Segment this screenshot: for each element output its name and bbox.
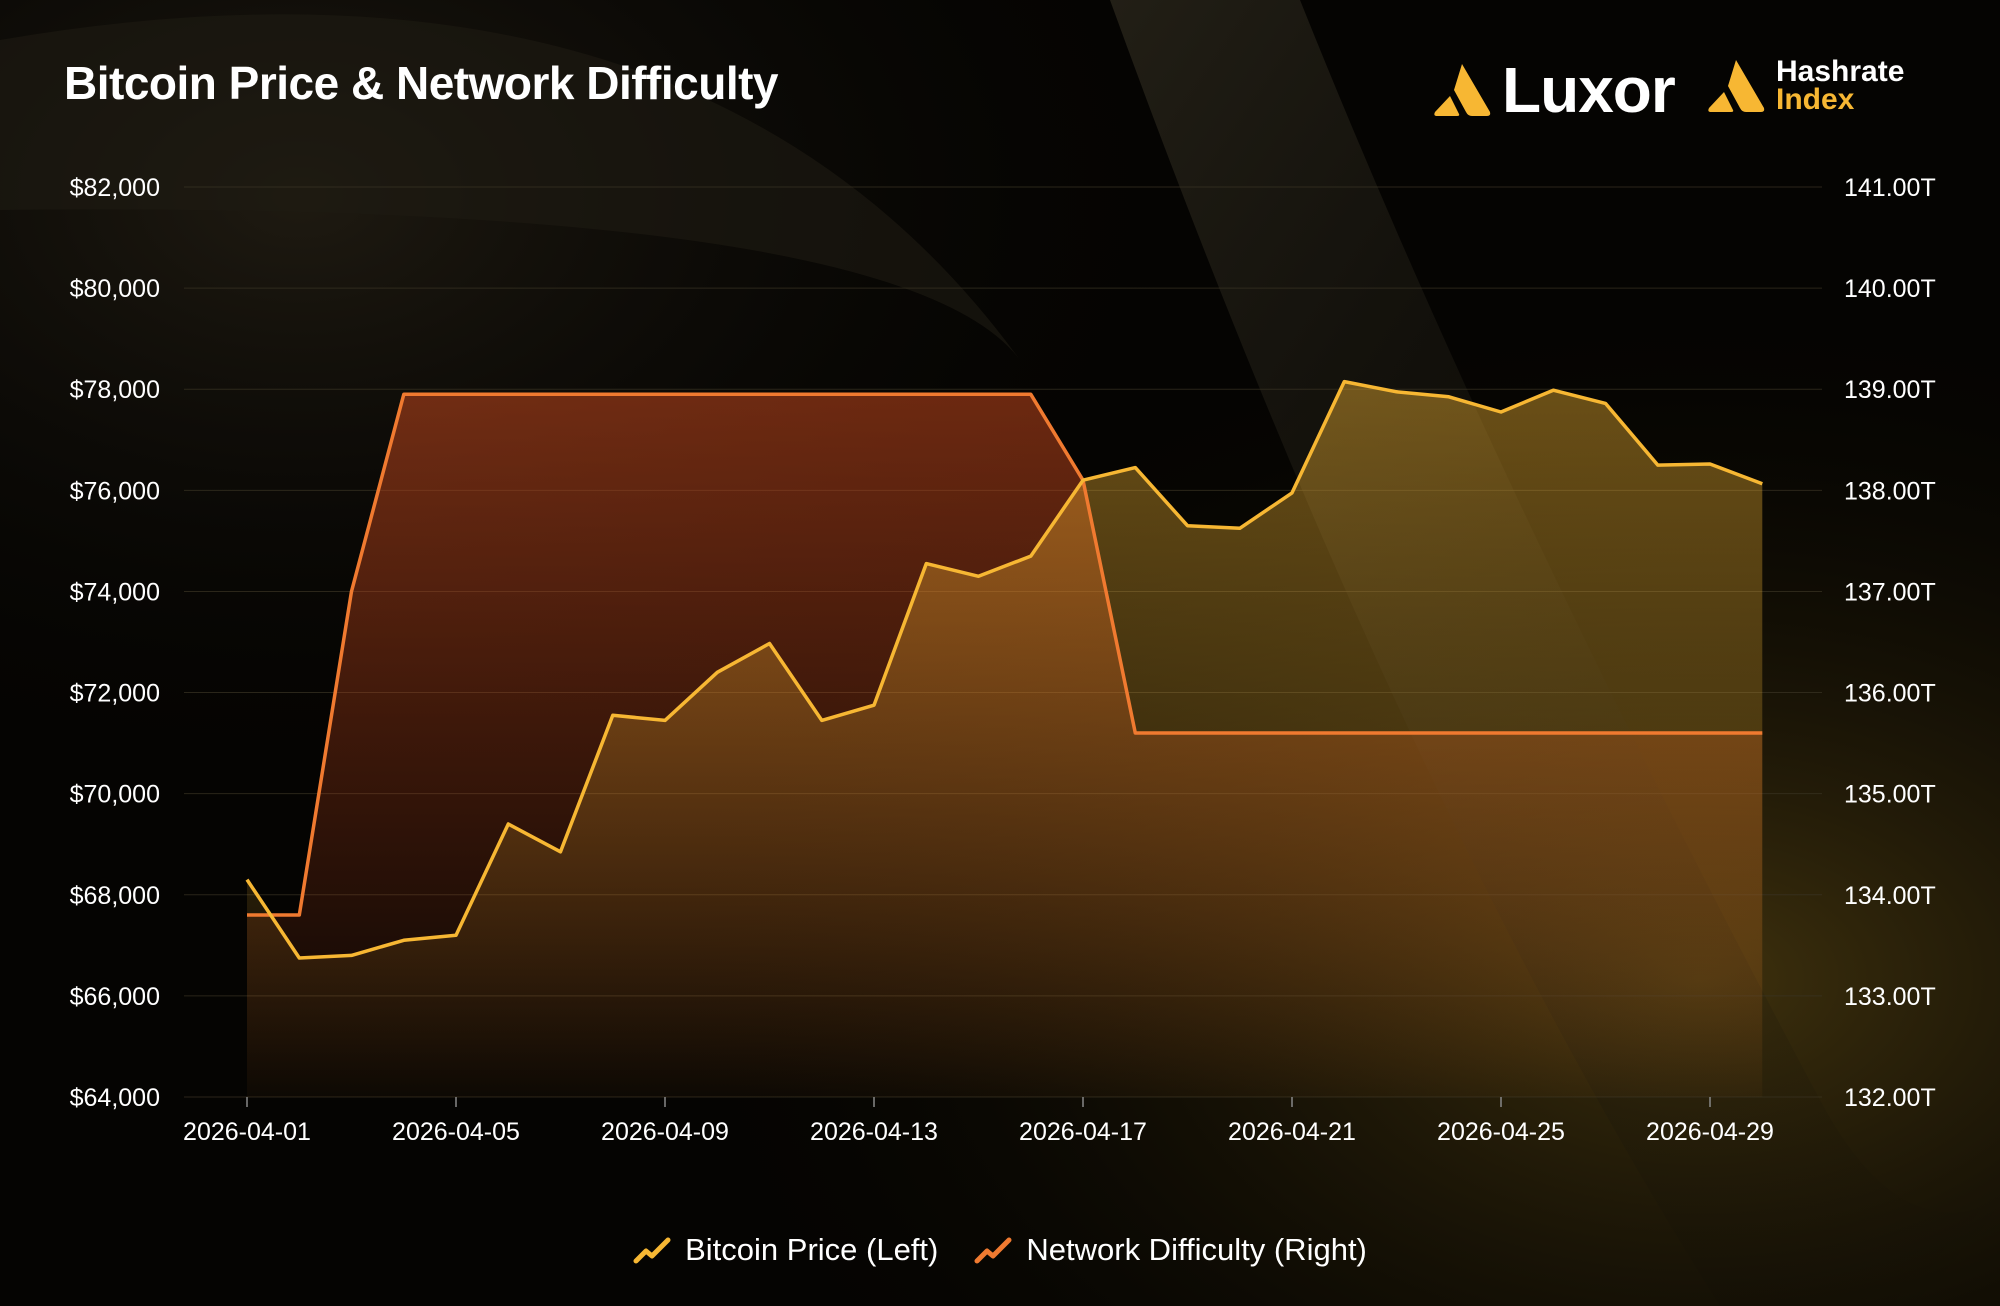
legend-label-price: Bitcoin Price (Left) [685,1232,939,1267]
y-left-tick-label: $82,000 [70,174,160,202]
y-left-tick-label: $78,000 [70,376,160,404]
y-left-tick-label: $66,000 [70,983,160,1011]
price-line [245,379,1763,960]
legend-item-difficulty[interactable]: Network Difficulty (Right) [974,1232,1367,1268]
x-tick-label: 2026-04-13 [810,1118,938,1146]
y-right-tick-label: 137.00T [1844,578,1936,606]
y-right-tick-label: 141.00T [1844,174,1936,202]
y-left-tick-label: $70,000 [70,781,160,809]
x-tick-label: 2026-04-17 [1019,1118,1147,1146]
line-chart-icon [633,1237,671,1264]
y-left-tick-label: $74,000 [70,578,160,606]
x-tick-label: 2026-04-01 [183,1118,311,1146]
y-right-tick-label: 139.00T [1844,376,1936,404]
hashrate-wordmark: Hashrate [1776,55,1905,88]
y-left-tick-label: $72,000 [70,680,160,708]
line-chart-icon [974,1237,1012,1264]
legend-label-difficulty: Network Difficulty (Right) [1026,1232,1367,1267]
x-tick-label: 2026-04-29 [1646,1118,1774,1146]
hashrate-index-mark-icon [1708,60,1765,112]
index-wordmark: Index [1776,83,1855,116]
y-right-tick-label: 136.00T [1844,680,1936,708]
x-tick-label: 2026-04-09 [601,1118,729,1146]
y-left-tick-label: $64,000 [70,1084,160,1112]
y-right-tick-label: 132.00T [1844,1084,1936,1112]
hashrate-index-logo: Hashrate Index [1706,55,1905,116]
y-left-tick-label: $80,000 [70,275,160,303]
x-tick-label: 2026-04-25 [1437,1118,1565,1146]
y-right-tick-label: 135.00T [1844,781,1936,809]
y-right-tick-label: 133.00T [1844,983,1936,1011]
x-tick-label: 2026-04-21 [1228,1118,1356,1146]
y-left-tick-label: $68,000 [70,882,160,910]
y-left-tick-label: $76,000 [70,477,160,505]
x-tick-label: 2026-04-05 [392,1118,520,1146]
y-right-tick-label: 134.00T [1844,882,1936,910]
price-area [247,381,1763,1098]
luxor-mark-icon [1434,64,1491,116]
legend: Bitcoin Price (Left) Network Difficulty … [0,1232,2000,1268]
luxor-wordmark: Luxor [1502,54,1676,126]
luxor-logo: Luxor [1432,54,1676,126]
difficulty-line [247,392,1763,917]
y-right-tick-label: 140.00T [1844,275,1936,303]
chart-title: Bitcoin Price & Network Difficulty [64,57,779,109]
y-right-tick-label: 138.00T [1844,477,1936,505]
legend-item-price[interactable]: Bitcoin Price (Left) [633,1232,938,1268]
